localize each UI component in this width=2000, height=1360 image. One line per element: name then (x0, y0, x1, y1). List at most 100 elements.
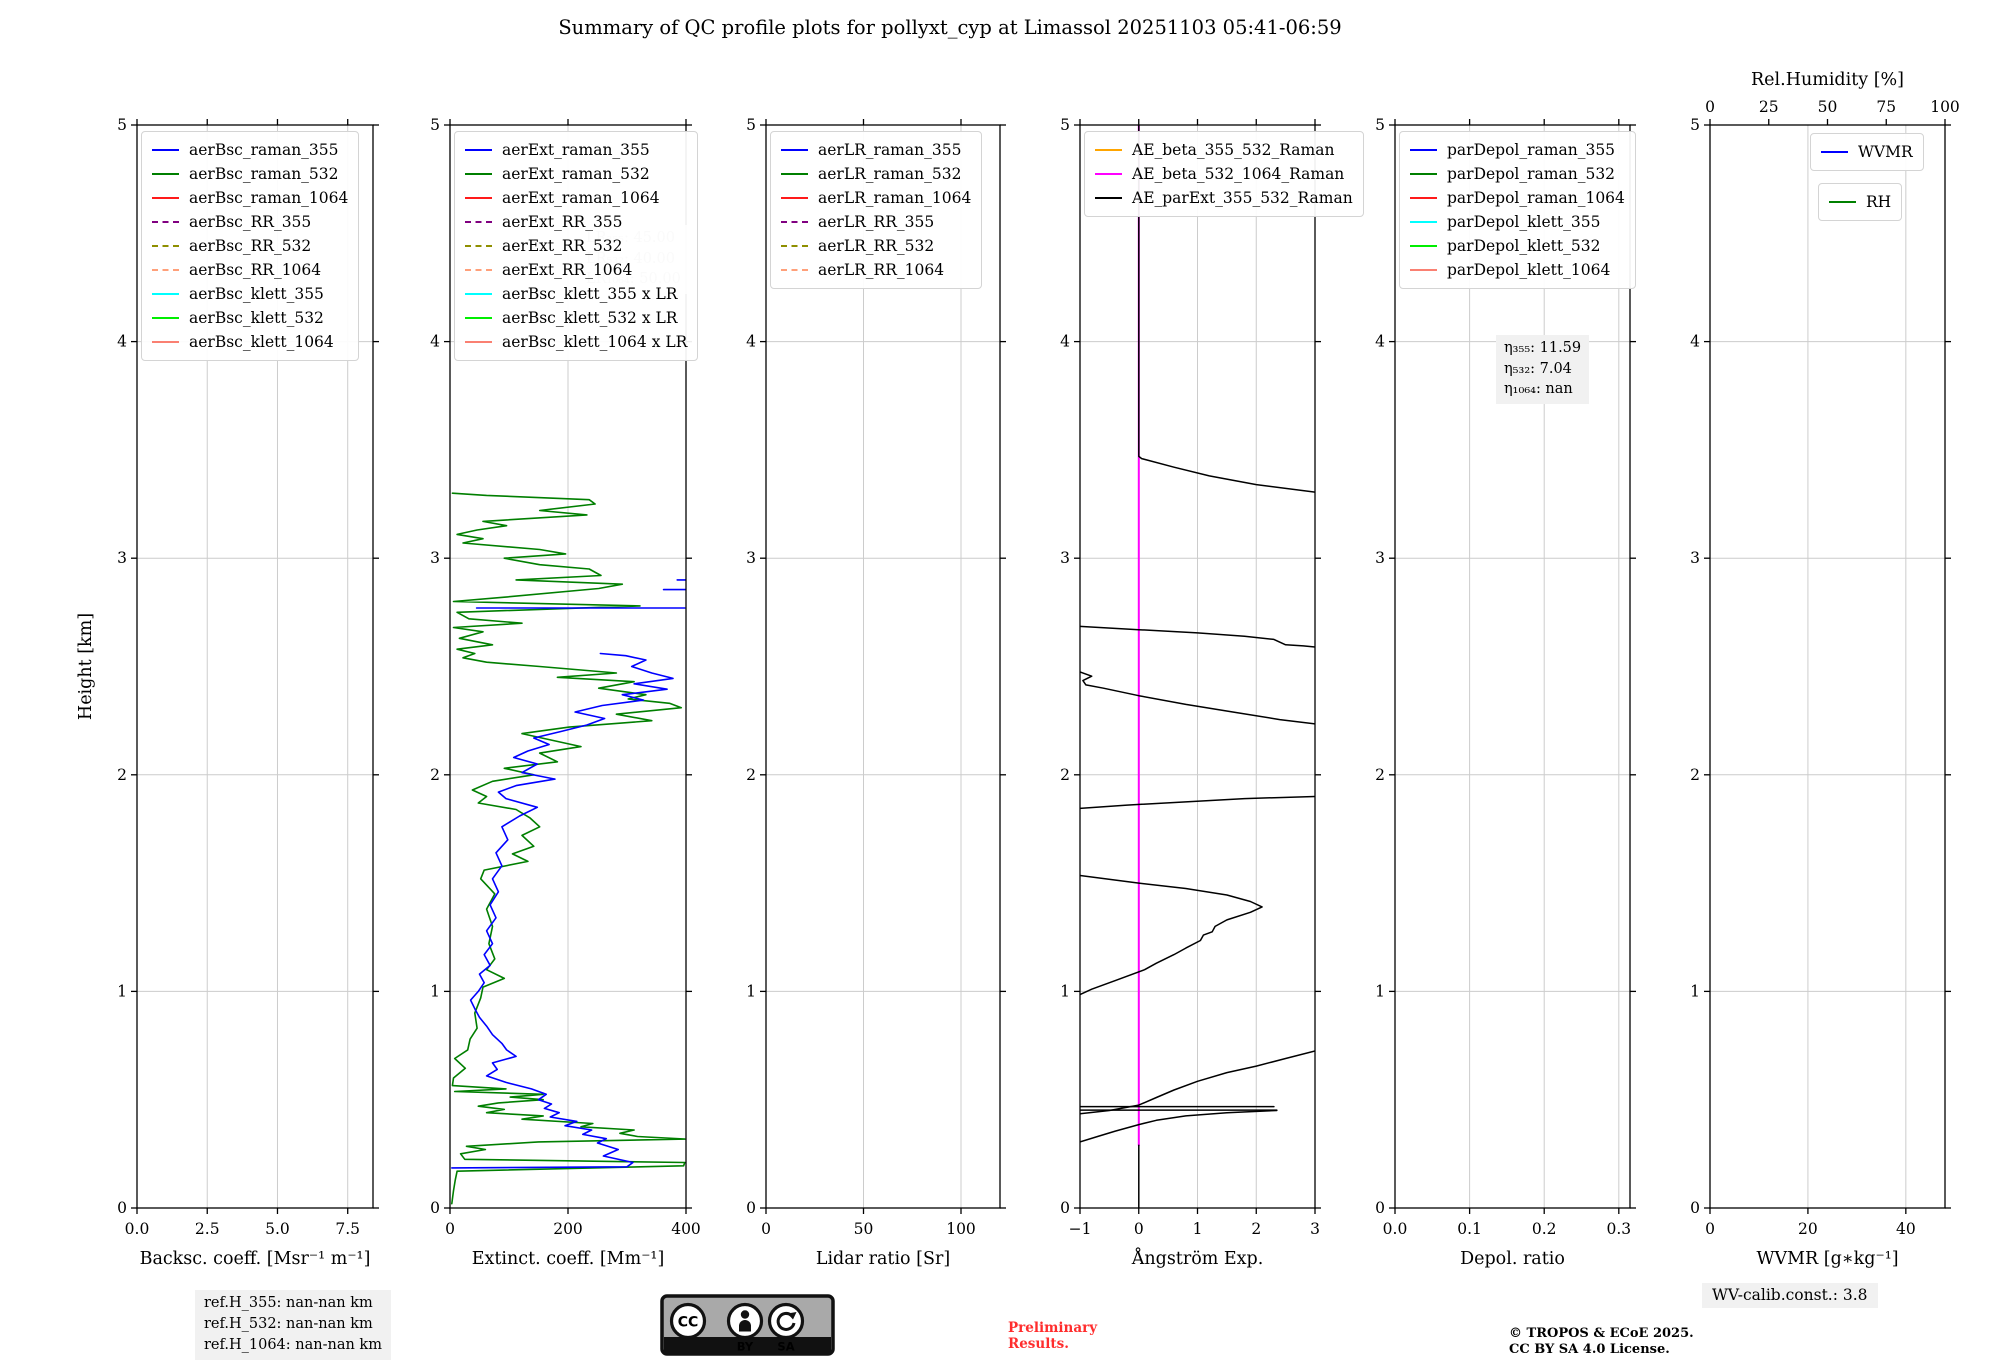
legend-item: parDepol_klett_532 (1408, 234, 1625, 258)
legend-item-label: aerExt_raman_355 (502, 141, 650, 159)
legend-item: aerExt_raman_532 (463, 162, 687, 186)
x-tick-label: 40 (1896, 1220, 1916, 1238)
legend-item-label: aerBsc_klett_1064 x LR (502, 333, 688, 351)
x-tick-label: 0 (445, 1220, 455, 1238)
legend-item: parDepol_klett_1064 (1408, 258, 1625, 282)
legend-item: AE_beta_355_532_Raman (1093, 138, 1353, 162)
panel-wvmr-plot-area: 0 20 40 0 25 50 75 100 0 1 2 3 4 5 WVMR [g∗kg⁻¹] Rel.Hu… (1690, 70, 1960, 1269)
x-tick-label: 20 (1798, 1220, 1818, 1238)
y-tick-label: 2 (1060, 766, 1070, 784)
cc-badge-band (664, 1337, 831, 1353)
panel-backscatter: 0.0 2.5 5.0 7.5 0 1 2 3 4 5 Backsc. coeff. [Msr⁻¹ … (76, 116, 379, 1269)
y-tick-label: 1 (1060, 982, 1070, 1000)
y-tick-label: 2 (117, 766, 127, 784)
y-tick-label: 3 (430, 549, 440, 567)
legend: parDepol_raman_355 parDepol_raman_532 parD… (1399, 131, 1636, 289)
y-tick-label: 3 (117, 549, 127, 567)
legend-item: aerExt_raman_1064 (463, 186, 687, 210)
legend-line-sample (152, 269, 179, 271)
x-axis-label: WVMR [g∗kg⁻¹] (1756, 1249, 1898, 1269)
x-tick-label: 0 (761, 1220, 771, 1238)
y-tick-label: 2 (430, 766, 440, 784)
series-aerExt_raman_532 (451, 492, 686, 1205)
panel-depol-plot-area: 0.0 0.1 0.2 0.3 0 1 2 3 4 5 Depol. ratio (1375, 116, 1636, 1269)
legend-item: aerBsc_raman_1064 (150, 186, 348, 210)
panel-angstrom-plot-area: −1 0 1 2 3 0 1 2 3 4 5 Ångström Exp. (1060, 116, 1321, 1269)
legend-item: AE_beta_532_1064_Raman (1093, 162, 1353, 186)
ref-heights-annotation: ref.H_355: nan-nan km ref.H_532: nan-nan … (195, 1290, 391, 1360)
y-tick-label: 3 (1375, 549, 1385, 567)
y-tick-label: 0 (1375, 1199, 1385, 1217)
legend-line-sample (1410, 197, 1437, 199)
legend-item: aerBsc_klett_532 x LR (463, 306, 687, 330)
legend-line-sample (465, 317, 492, 319)
legend-line-sample (1410, 245, 1437, 247)
legend-item-label: aerBsc_klett_532 x LR (502, 309, 678, 327)
axes-frame (1709, 124, 1946, 1209)
legend-line-sample (781, 221, 808, 223)
legend: WVMR (1810, 133, 1924, 171)
copyright-note: © TROPOS & ECoE 2025. CC BY SA 4.0 Licen… (1509, 1326, 1694, 1358)
y-tick-label: 3 (746, 549, 756, 567)
x-tick-label: 0 (1134, 1220, 1144, 1238)
legend-item-label: AE_beta_355_532_Raman (1132, 141, 1335, 159)
series-AE_parExt_355_532_Raman (1080, 874, 1263, 996)
series-AE_parExt_355_532_Raman (1080, 625, 1315, 648)
x-axis-label: Backsc. coeff. [Msr⁻¹ m⁻¹] (140, 1249, 371, 1269)
legend-item-label: aerBsc_RR_355 (189, 213, 312, 231)
svg-text:SA: SA (777, 1340, 794, 1354)
series-AE_parExt_355_532_Raman (1138, 125, 1315, 493)
wv-calib-annotation: WV-calib.const.: 3.8 (1702, 1283, 1878, 1308)
preliminary-line1: Preliminary (1008, 1320, 1098, 1336)
y-tick-label: 5 (117, 116, 127, 134)
legend-item: aerBsc_RR_355 (150, 210, 348, 234)
legend-line-sample (152, 173, 179, 175)
legend-item: aerBsc_klett_532 (150, 306, 348, 330)
y-tick-label: 0 (746, 1199, 756, 1217)
legend-line-sample (1821, 151, 1848, 153)
legend-line-sample (465, 173, 492, 175)
y-tick-label: 3 (1690, 549, 1700, 567)
legend-item-label: parDepol_raman_1064 (1447, 189, 1625, 207)
legend-item-label: aerBsc_raman_1064 (189, 189, 349, 207)
annotation-line: η₃₅₅: 11.59 (1504, 340, 1582, 356)
ref-height-line: ref.H_355: nan-nan km (204, 1295, 373, 1311)
axes-frame (1394, 124, 1631, 1209)
legend-line-sample (465, 197, 492, 199)
legend-line-sample (152, 341, 179, 343)
legend-item-label: aerBsc_RR_1064 (189, 261, 322, 279)
legend-item-label: aerLR_raman_532 (818, 165, 962, 183)
legend-item-label: parDepol_klett_355 (1447, 213, 1601, 231)
legend-line-sample (1410, 269, 1437, 271)
legend-item: parDepol_klett_355 (1408, 210, 1625, 234)
top-tick-label: 0 (1705, 98, 1715, 116)
legend: aerLR_raman_355 aerLR_raman_532 aerLR_rama… (770, 131, 983, 289)
top-axis-label: Rel.Humidity [%] (1751, 70, 1904, 90)
panel-lidar_ratio: 0 50 100 0 1 2 3 4 5 Lidar ratio [Sr] aerLR_raman_… (746, 116, 1006, 1269)
legend-item: aerLR_raman_1064 (779, 186, 971, 210)
x-tick-label: 0.3 (1606, 1220, 1631, 1238)
y-tick-label: 4 (1690, 333, 1700, 351)
legend-item-label: parDepol_klett_1064 (1447, 261, 1611, 279)
x-tick-label: 200 (553, 1220, 583, 1238)
panel-wvmr: 0 20 40 0 25 50 75 100 0 1 2 3 4 5 WVMR [g∗kg⁻¹] Rel.Hu… (1690, 70, 1960, 1269)
y-tick-label: 0 (117, 1199, 127, 1217)
top-tick-label: 50 (1818, 98, 1838, 116)
legend-item: aerBsc_klett_355 x LR (463, 282, 687, 306)
legend: aerExt_raman_355 aerExt_raman_532 aerExt_r… (454, 131, 699, 361)
copyright-line1: © TROPOS & ECoE 2025. (1509, 1326, 1694, 1341)
x-tick-label: 50 (854, 1220, 874, 1238)
figure-title: Summary of QC profile plots for pollyxt_… (558, 16, 1342, 39)
legend-line-sample (465, 245, 492, 247)
y-tick-label: 5 (430, 116, 440, 134)
panel-depol: 0.0 0.1 0.2 0.3 0 1 2 3 4 5 Depol. ratio η₃₅₅: 11.5… (1375, 116, 1636, 1269)
y-tick-label: 2 (1690, 766, 1700, 784)
series-AE_parExt_355_532_Raman (1080, 671, 1315, 725)
top-tick-label: 75 (1876, 98, 1896, 116)
legend-item: aerExt_RR_355 (463, 210, 687, 234)
legend-line-sample (1095, 173, 1122, 175)
annotation-line: η₁₀₆₄: nan (1504, 381, 1573, 397)
legend: RH (1818, 183, 1903, 221)
legend-item: aerLR_raman_355 (779, 138, 971, 162)
